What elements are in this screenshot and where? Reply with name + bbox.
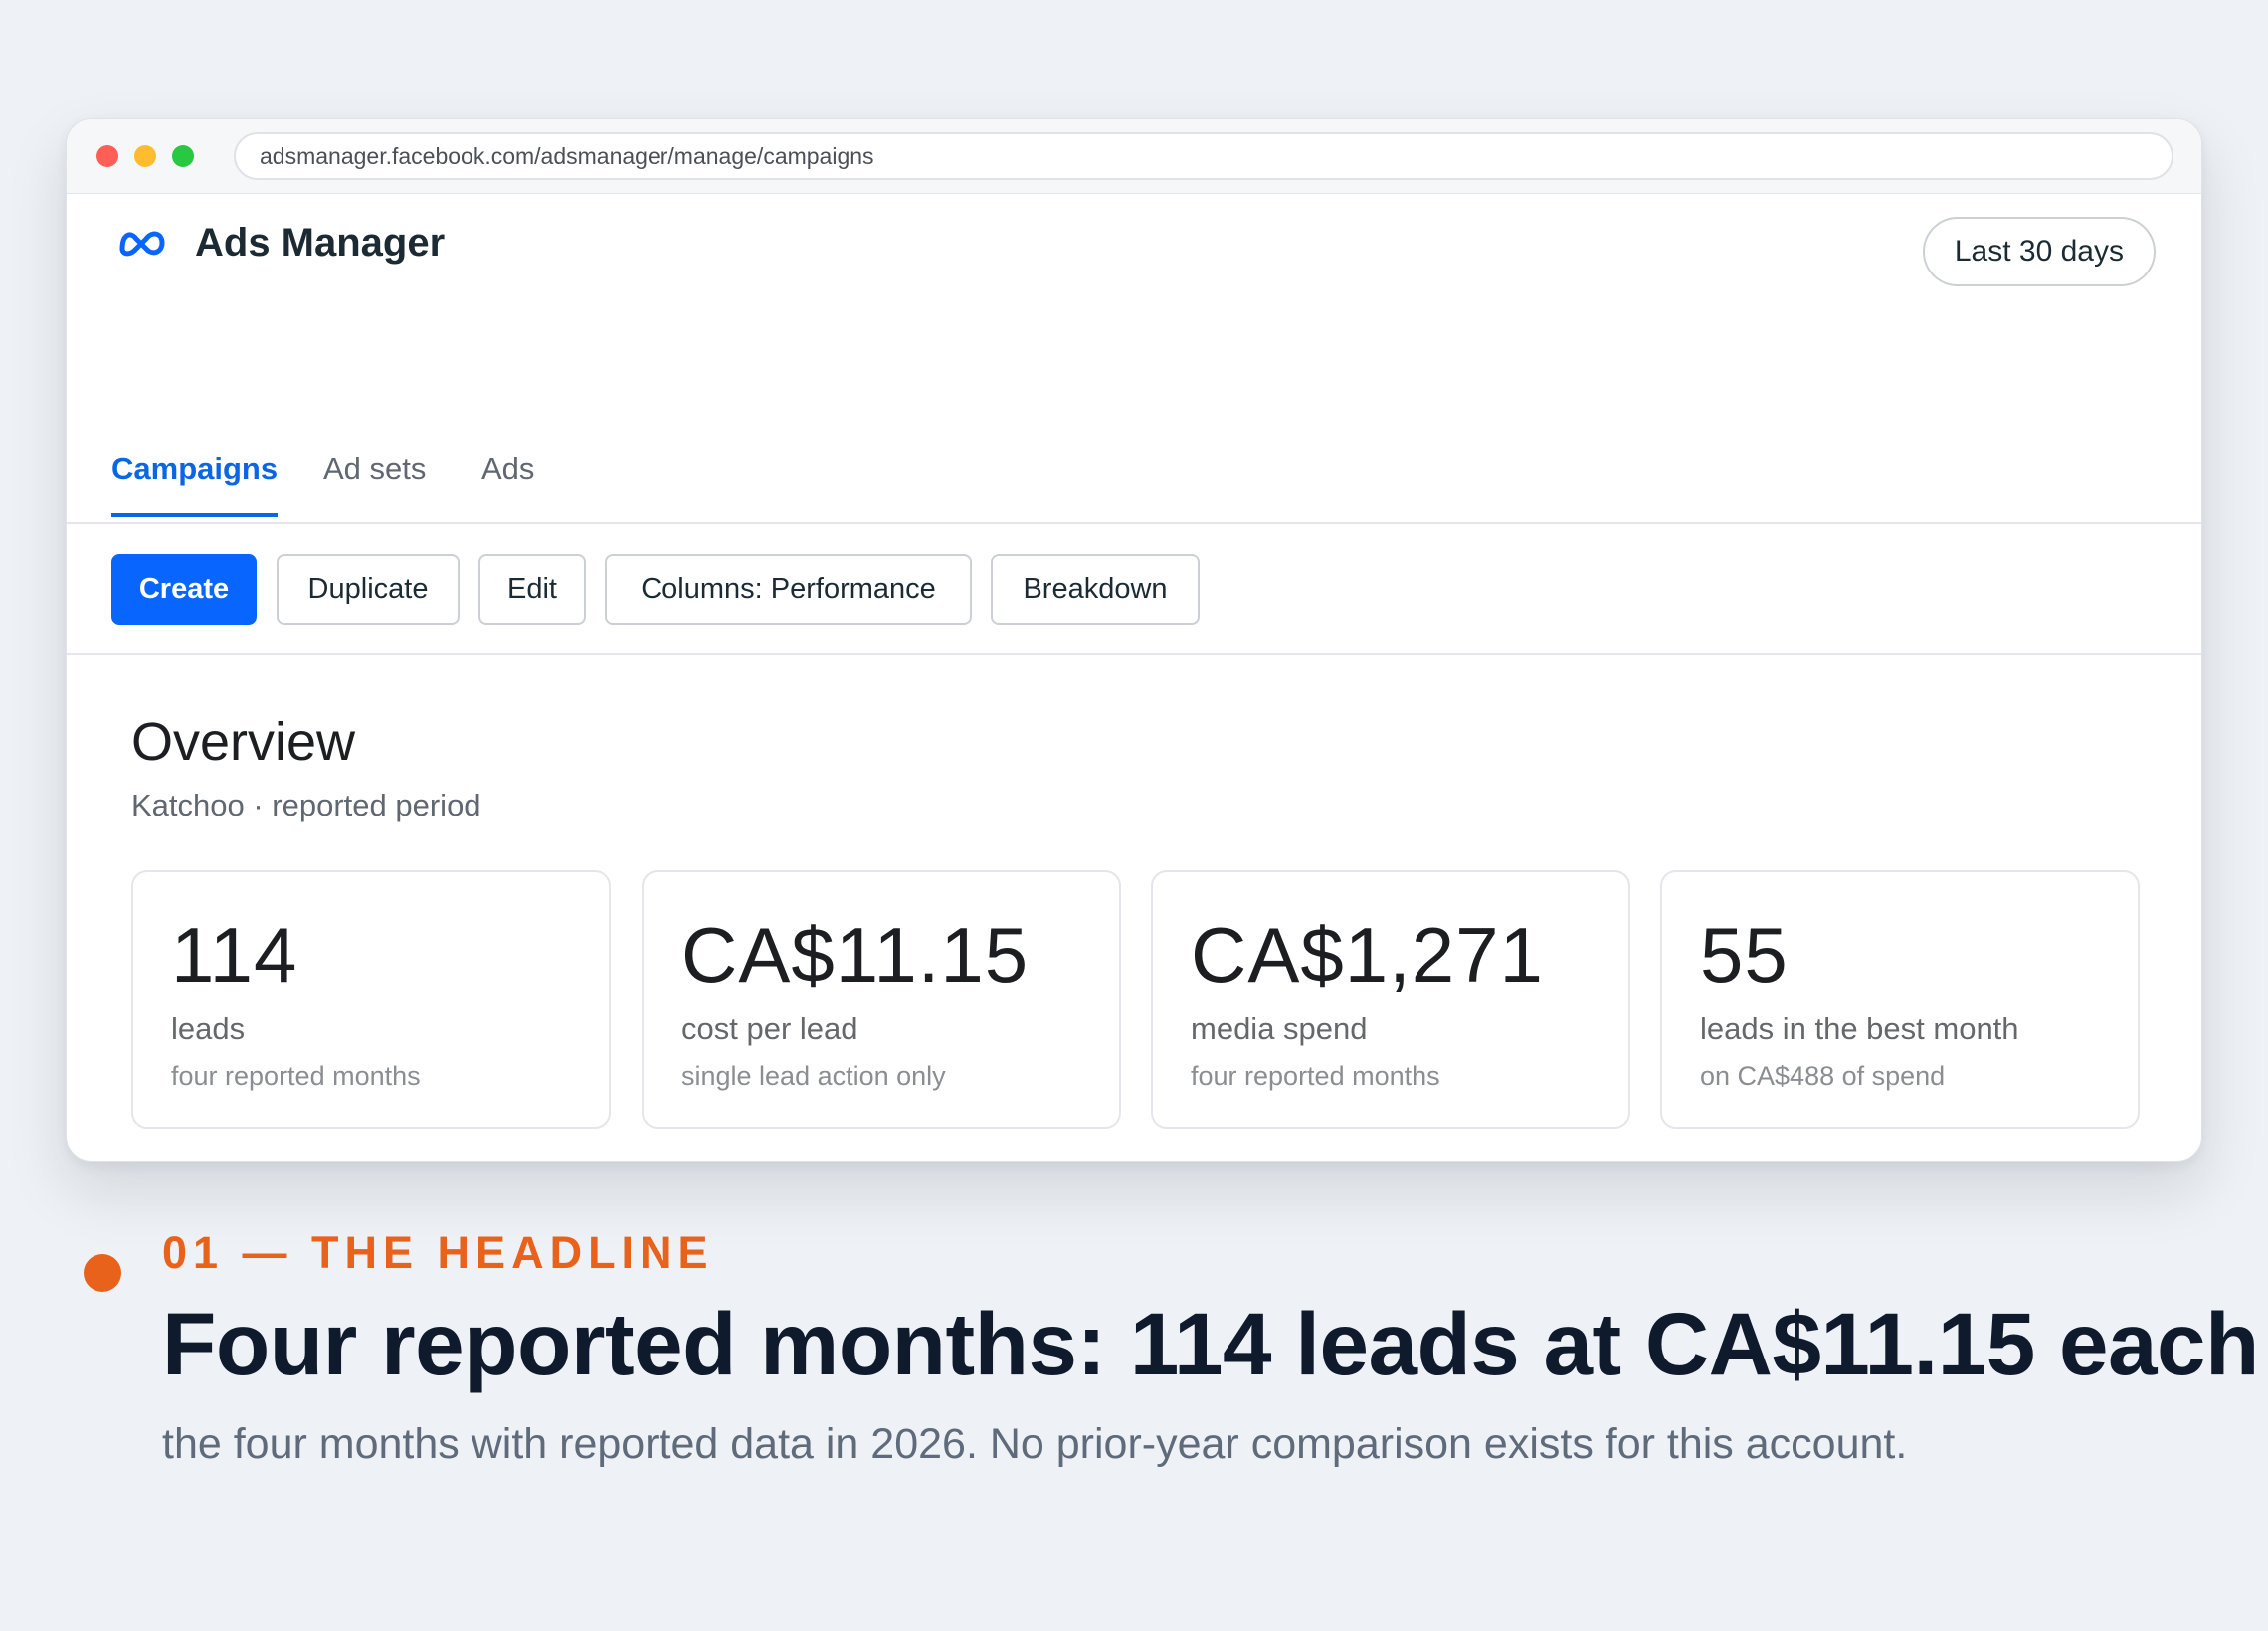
tab-ad-sets[interactable]: Ad sets — [323, 452, 427, 486]
metric-value: CA$11.15 — [681, 911, 1030, 998]
toolbar: Create Duplicate Edit Columns: Performan… — [67, 524, 2201, 655]
section-bullet — [84, 1254, 121, 1292]
overview-subtitle: Katchoo · reported period — [131, 788, 481, 822]
metric-card-best-month: 55 leads in the best month on CA$488 of … — [1660, 870, 2140, 1129]
metric-card-media-spend: CA$1,271 media spend four reported month… — [1151, 870, 1630, 1129]
metric-note: single lead action only — [681, 1061, 946, 1091]
tab-campaigns[interactable]: Campaigns — [111, 452, 279, 517]
tab-bar: Campaigns Ad sets Ads — [67, 428, 2201, 524]
headline-subline: the four months with reported data in 20… — [162, 1420, 1908, 1468]
metric-label: leads — [171, 1011, 246, 1046]
metric-note: four reported months — [1191, 1061, 1440, 1091]
meta-logo-icon — [119, 231, 165, 257]
metric-label: cost per lead — [681, 1011, 858, 1046]
metric-card-cost-per-lead: CA$11.15 cost per lead single lead actio… — [642, 870, 1121, 1129]
metric-label: media spend — [1191, 1011, 1368, 1046]
browser-chrome: adsmanager.facebook.com/adsmanager/manag… — [67, 119, 2201, 194]
tab-ads[interactable]: Ads — [481, 452, 535, 486]
metric-note: four reported months — [171, 1061, 421, 1091]
close-window-dot[interactable] — [96, 145, 118, 167]
duplicate-button[interactable]: Duplicate — [277, 554, 460, 625]
overview-title: Overview — [131, 712, 356, 772]
browser-window: adsmanager.facebook.com/adsmanager/manag… — [66, 118, 2202, 1162]
app-header: Ads Manager Last 30 days — [67, 195, 2201, 298]
metric-value: 55 — [1700, 911, 1789, 998]
metric-label: leads in the best month — [1700, 1011, 2019, 1046]
minimize-window-dot[interactable] — [134, 145, 156, 167]
metric-note: on CA$488 of spend — [1700, 1061, 1946, 1091]
address-bar-url: adsmanager.facebook.com/adsmanager/manag… — [260, 142, 874, 169]
metric-card-leads: 114 leads four reported months — [131, 870, 611, 1129]
metric-value: CA$1,271 — [1191, 911, 1544, 998]
headline: Four reported months: 114 leads at CA$11… — [162, 1294, 2259, 1393]
maximize-window-dot[interactable] — [172, 145, 194, 167]
breakdown-button[interactable]: Breakdown — [991, 554, 1200, 625]
section-eyebrow: 01 — THE HEADLINE — [162, 1227, 714, 1278]
metric-value: 114 — [171, 911, 298, 998]
edit-button[interactable]: Edit — [478, 554, 586, 625]
create-button[interactable]: Create — [111, 554, 257, 625]
columns-button[interactable]: Columns: Performance — [605, 554, 972, 625]
date-range-button[interactable]: Last 30 days — [1922, 217, 2156, 286]
address-bar[interactable]: adsmanager.facebook.com/adsmanager/manag… — [234, 132, 2174, 180]
app-title: Ads Manager — [195, 221, 446, 265]
